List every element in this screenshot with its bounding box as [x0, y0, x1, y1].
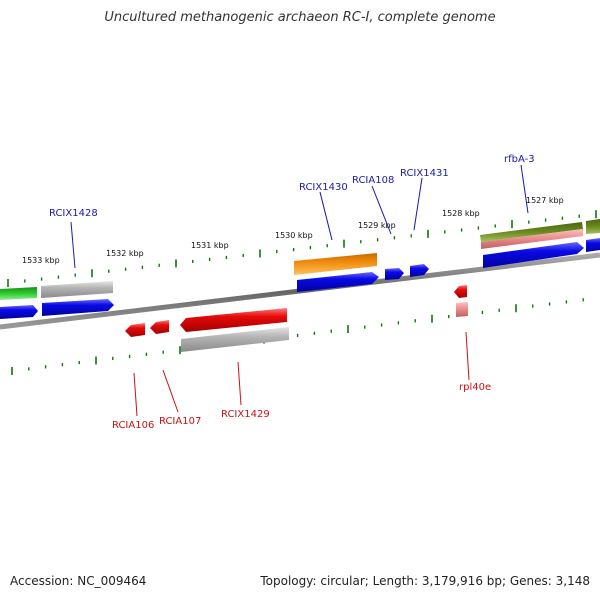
- gene-label-rpl40e[interactable]: rpl40e: [459, 382, 491, 393]
- tick-label-1527: 1527 kbp: [526, 196, 564, 205]
- gene-feature-blue-right-edge[interactable]: [586, 238, 600, 252]
- gene-feature-blue-small-a[interactable]: [385, 268, 404, 280]
- gene-feature-pink-top[interactable]: [481, 229, 583, 249]
- gene-label-rcia108[interactable]: RCIA108: [352, 175, 394, 186]
- tick-label-1528: 1528 kbp: [442, 209, 480, 218]
- gene-feature-red-long[interactable]: [180, 308, 287, 332]
- gene-feature-pink-tiny[interactable]: [456, 302, 468, 317]
- gene-feature-olive-right[interactable]: [586, 219, 600, 234]
- gene-feature-gray-bottom[interactable]: [181, 327, 289, 352]
- gene-label-rcix1429[interactable]: RCIX1429: [221, 409, 270, 420]
- gene-feature-blue-right[interactable]: [483, 242, 584, 268]
- gene-label-rfba-3[interactable]: rfbA-3: [504, 154, 535, 165]
- label-leader-lines: [70, 164, 529, 417]
- tick-label-1529: 1529 kbp: [358, 221, 396, 230]
- gene-label-rcia107[interactable]: RCIA107: [159, 416, 201, 427]
- gene-feature-blue-left-a[interactable]: [0, 305, 38, 319]
- gene-label-rcix1428[interactable]: RCIX1428: [49, 208, 98, 219]
- gene-feature-blue-mid[interactable]: [297, 272, 379, 292]
- gene-feature-red-small-a[interactable]: [125, 323, 145, 337]
- gene-label-rcix1431[interactable]: RCIX1431: [400, 168, 449, 179]
- accession-text: Accession: NC_009464: [10, 574, 147, 588]
- gene-label-rcia106[interactable]: RCIA106: [112, 420, 154, 431]
- gene-label-rcix1430[interactable]: RCIX1430: [299, 182, 348, 193]
- gene-feature-blue-left-b[interactable]: [42, 299, 114, 316]
- gene-feature-orange[interactable]: [294, 253, 377, 275]
- tick-label-1531: 1531 kbp: [191, 241, 229, 250]
- gene-feature-green[interactable]: [0, 287, 37, 300]
- scale-ticks-top: [7, 210, 597, 287]
- gene-feature-olive[interactable]: [480, 222, 583, 242]
- gene-feature-gray-top[interactable]: [41, 281, 113, 298]
- genome-summary-text: Topology: circular; Length: 3,179,916 bp…: [260, 574, 590, 588]
- gene-feature-red-tiny[interactable]: [454, 285, 467, 298]
- gene-feature-blue-small-b[interactable]: [410, 264, 429, 277]
- gene-feature-red-small-b[interactable]: [150, 320, 169, 334]
- tick-label-1533: 1533 kbp: [22, 256, 60, 265]
- tick-label-1530: 1530 kbp: [275, 231, 313, 240]
- map-title: Uncultured methanogenic archaeon RC-I, c…: [104, 10, 496, 25]
- tick-label-1532: 1532 kbp: [106, 249, 144, 258]
